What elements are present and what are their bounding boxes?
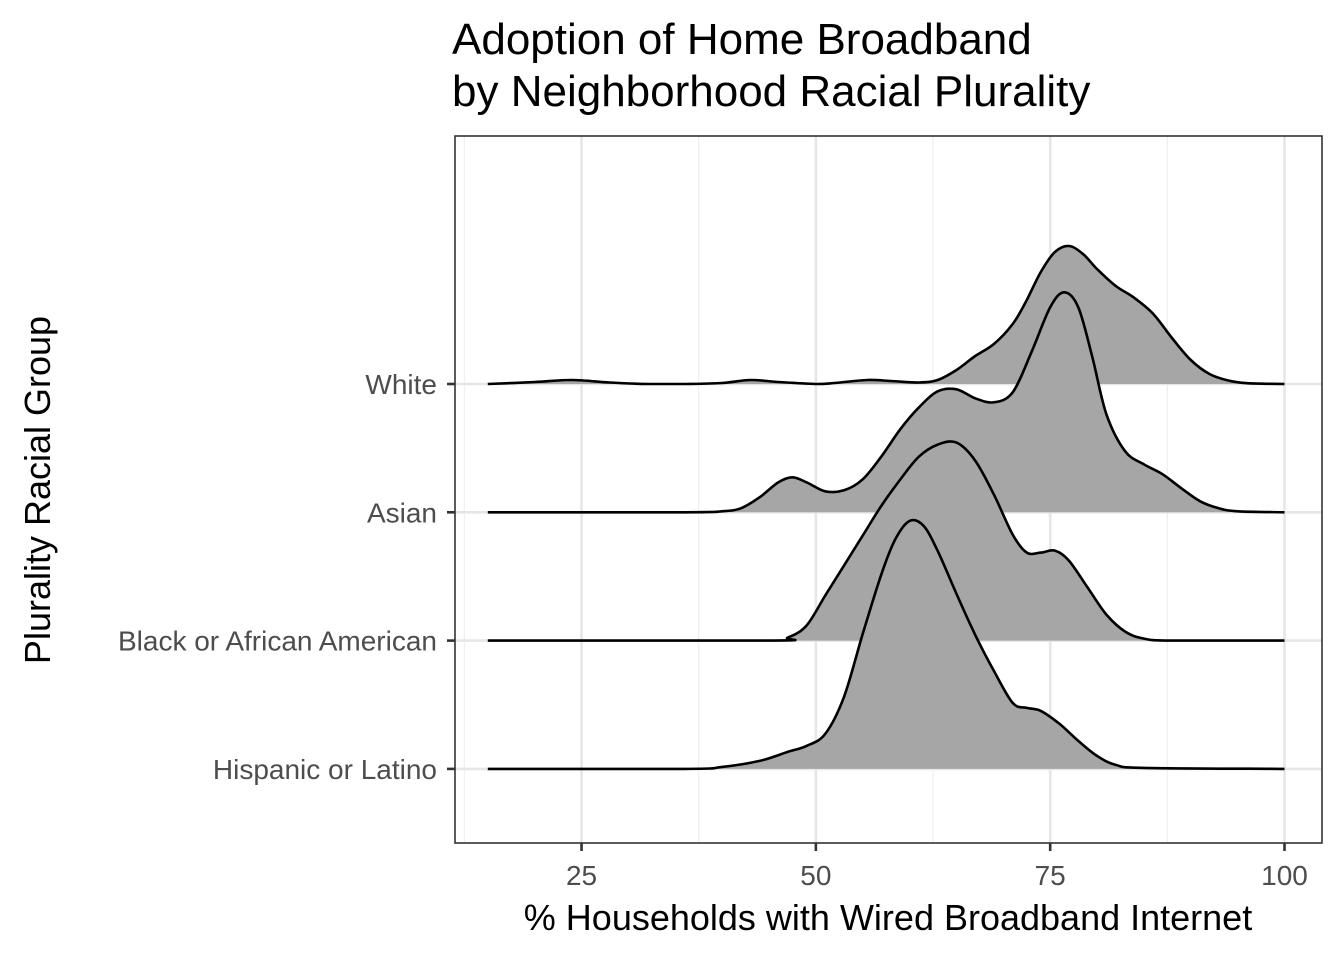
ridge-line-black-or-african-american (487, 440, 1285, 642)
ridge-line-hispanic-or-latino (487, 518, 1285, 771)
y-tick-label: White (365, 369, 437, 400)
panel-border (454, 135, 1323, 844)
y-axis: Hispanic or Latino Black or African Ameri… (118, 369, 455, 785)
x-tick-label: 100 (1261, 860, 1308, 891)
y-tick-label: Asian (367, 497, 437, 528)
density-ridges (487, 244, 1285, 771)
ridge-fill-white (487, 245, 1285, 384)
ridge-line-white (487, 244, 1285, 386)
y-axis-title: Plurality Racial Group (17, 316, 58, 664)
chart-title: Adoption of Home Broadband by Neighborho… (452, 15, 1090, 116)
x-tick-label: 25 (566, 860, 597, 891)
x-axis: 25 50 75 100 (566, 843, 1308, 891)
y-tick-label: Black or African American (118, 626, 437, 657)
x-axis-title: % Households with Wired Broadband Intern… (524, 897, 1252, 938)
ridge-fill-black-or-african-american (487, 441, 1285, 641)
ridge-fill-asian (487, 292, 1285, 513)
ridge-fill-hispanic-or-latino (487, 520, 1285, 769)
x-tick-label: 75 (1035, 860, 1066, 891)
chart-title-line-1: Adoption of Home Broadband (452, 15, 1032, 64)
x-tick-label: 50 (800, 860, 831, 891)
ridge-line-asian (487, 291, 1285, 514)
chart-title-line-2: by Neighborhood Racial Plurality (452, 67, 1090, 116)
y-tick-label: Hispanic or Latino (213, 754, 437, 785)
